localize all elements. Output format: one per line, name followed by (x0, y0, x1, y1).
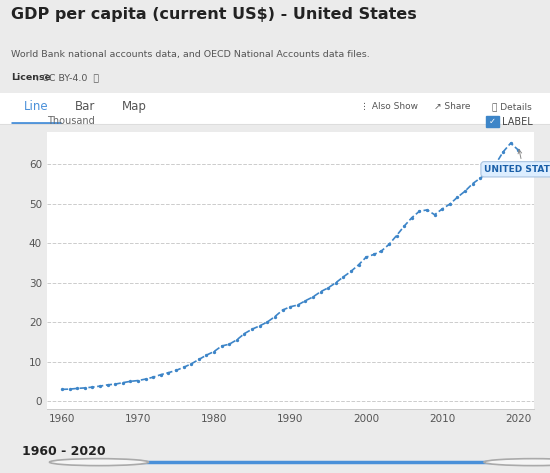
Text: ✓: ✓ (489, 117, 496, 126)
Text: UNITED STATES: UNITED STATES (484, 150, 550, 174)
Text: License: License (11, 73, 51, 82)
Text: Thousand: Thousand (47, 115, 95, 125)
Text: ⓘ Details: ⓘ Details (492, 102, 532, 111)
Text: Bar: Bar (75, 100, 96, 113)
Text: ⋮ Also Show: ⋮ Also Show (360, 102, 418, 111)
Text: GDP per capita (current US$) - United States: GDP per capita (current US$) - United St… (11, 7, 417, 22)
Text: World Bank national accounts data, and OECD National Accounts data files.: World Bank national accounts data, and O… (11, 50, 370, 59)
Text: : CC BY-4.0  ⓘ: : CC BY-4.0 ⓘ (36, 73, 99, 82)
FancyBboxPatch shape (486, 116, 499, 127)
Circle shape (50, 459, 148, 465)
Circle shape (484, 459, 550, 465)
Text: 1960 - 2020: 1960 - 2020 (22, 445, 106, 458)
Text: LABEL: LABEL (502, 117, 532, 127)
Text: ↗ Share: ↗ Share (434, 102, 471, 111)
Text: Line: Line (24, 100, 48, 113)
Text: Map: Map (122, 100, 147, 113)
